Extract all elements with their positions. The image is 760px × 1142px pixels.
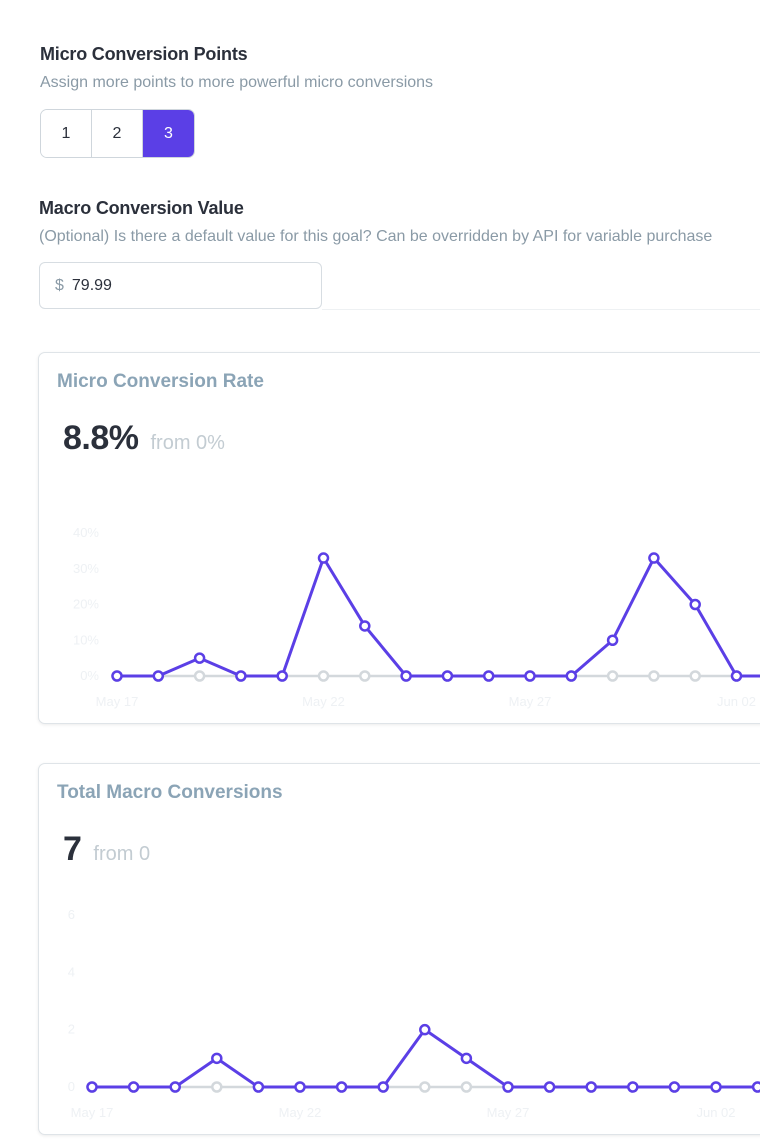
macro-total-card: Total Macro Conversions 7 from 0 6 4 2 0 May… [38, 763, 760, 1135]
data-point-previous [460, 1081, 473, 1093]
data-point-current [460, 1052, 473, 1065]
macro-value-title: Macro Conversion Value [39, 198, 244, 218]
data-point-previous [648, 670, 660, 682]
x-tick-label: May 17 [71, 1105, 114, 1120]
data-point-current [252, 1081, 265, 1093]
micro-rate-value: 8.8% [63, 419, 139, 457]
data-point-current [211, 1052, 223, 1065]
data-point-current [276, 670, 288, 682]
data-point-current [689, 598, 701, 611]
points-selector: 1 2 3 [40, 109, 195, 158]
data-point-current [524, 670, 536, 682]
data-point-current [441, 670, 454, 682]
x-tick-label: May 27 [487, 1105, 530, 1120]
y-tick-label: 6 [68, 907, 75, 922]
micro-rate-from: from 0% [150, 432, 225, 454]
x-tick-label: May 22 [279, 1105, 322, 1120]
y-tick-label: 20% [73, 597, 99, 612]
micro-rate-metric: 8.8% from 0% [63, 419, 225, 458]
micro-rate-title: Micro Conversion Rate [57, 371, 264, 392]
x-tick-label: May 27 [509, 694, 552, 709]
series-line-current [117, 556, 760, 678]
data-point-current [377, 1081, 389, 1093]
points-option-1[interactable]: 1 [41, 110, 92, 157]
x-tick-label: May 17 [96, 694, 139, 709]
micro-rate-card: Micro Conversion Rate 8.8% from 0% 40% 30… [38, 352, 760, 724]
points-option-3[interactable]: 3 [143, 110, 194, 157]
micro-points-title: Micro Conversion Points [40, 44, 248, 64]
data-point-current [482, 670, 495, 682]
data-point-previous [419, 1081, 431, 1093]
micro-points-subtitle: Assign more points to more powerful micr… [40, 74, 434, 91]
data-point-current [317, 552, 330, 564]
data-point-current [359, 620, 371, 632]
macro-total-chart: 6 4 2 0 May 17 May 22 May 27 Jun 02 [68, 907, 760, 1120]
data-point-previous [317, 670, 330, 682]
data-point-previous [606, 670, 619, 682]
data-point-current [86, 1081, 98, 1093]
y-tick-label: 0% [80, 668, 99, 683]
data-point-current [710, 1081, 722, 1093]
micro-rate-chart: 40% 30% 20% 10% 0% May 17 May 22 May 27 Jun 02 [73, 525, 760, 709]
data-point-previous [359, 670, 371, 682]
macro-value-text: 79.99 [71, 276, 112, 294]
data-point-current [169, 1081, 181, 1093]
macro-total-metric: 7 from 0 [63, 830, 150, 869]
macro-total-from: from 0 [93, 843, 151, 865]
data-point-current [400, 670, 412, 682]
macro-total-title: Total Macro Conversions [57, 782, 283, 803]
data-point-current [730, 670, 743, 682]
y-tick-label: 10% [73, 632, 99, 647]
series-line-current [92, 1028, 758, 1089]
data-point-current [111, 670, 123, 682]
data-point-current [565, 670, 578, 682]
data-point-current [127, 1081, 140, 1093]
data-point-current [235, 670, 247, 682]
points-option-2[interactable]: 2 [92, 110, 143, 157]
macro-total-value: 7 [63, 830, 82, 868]
data-point-current [606, 634, 619, 646]
data-point-current [751, 1081, 760, 1093]
data-point-previous [211, 1081, 223, 1093]
data-point-current [502, 1081, 514, 1093]
data-point-current [648, 552, 660, 564]
y-tick-label: 2 [68, 1022, 75, 1037]
data-point-current [419, 1023, 431, 1036]
data-point-current [627, 1081, 639, 1093]
divider [322, 309, 760, 310]
macro-value-subtitle: (Optional) Is there a default value for … [39, 228, 713, 245]
y-tick-label: 40% [73, 525, 99, 540]
data-point-previous [689, 670, 701, 682]
data-point-current [152, 670, 165, 682]
data-point-current [335, 1081, 348, 1093]
data-point-current [193, 652, 206, 664]
x-tick-label: Jun 02 [717, 694, 756, 709]
macro-value-input[interactable]: $ 79.99 [39, 262, 322, 309]
data-point-previous [193, 670, 206, 682]
y-tick-label: 4 [68, 964, 75, 979]
data-point-current [294, 1081, 306, 1093]
data-point-current [543, 1081, 556, 1093]
currency-symbol: $ [55, 276, 64, 294]
data-point-current [668, 1081, 681, 1093]
x-tick-label: Jun 02 [696, 1105, 735, 1120]
data-point-current [585, 1081, 597, 1093]
y-tick-label: 0 [68, 1079, 75, 1094]
y-tick-label: 30% [73, 561, 99, 576]
x-tick-label: May 22 [302, 694, 345, 709]
